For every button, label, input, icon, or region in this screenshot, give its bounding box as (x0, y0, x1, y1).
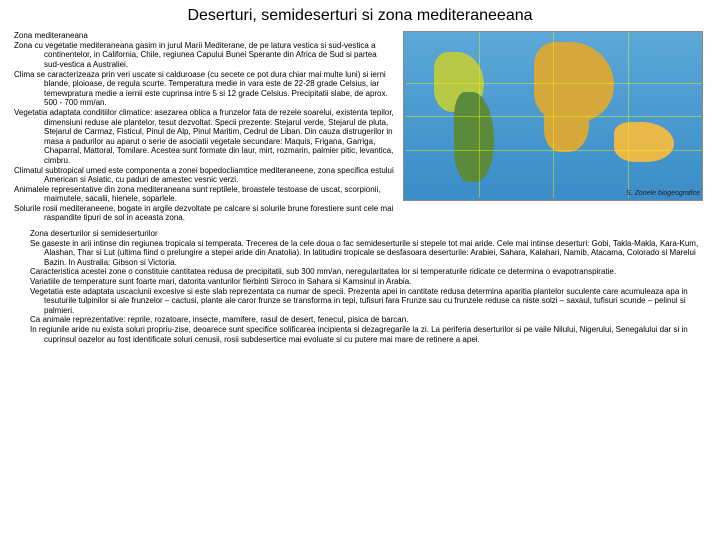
map-continent-aus (614, 122, 674, 162)
para-6: Solurile rosii mediteraneene, bogate in … (14, 204, 394, 223)
para-2: Clima se caracterizeaza prin veri uscate… (14, 70, 394, 108)
para-1: Zona cu vegetatie mediteraneana gasim in… (14, 41, 394, 70)
bpara-5: In regiunile aride nu exista soluri prop… (14, 325, 706, 344)
para-4: Climatul subtropical umed este component… (14, 166, 394, 185)
map-continent-sa (454, 92, 494, 182)
bpara-4: Ca animale reprezentative: reprile, roza… (14, 315, 706, 325)
bpara-2: Variatiile de temperature sunt foarte ma… (14, 277, 706, 287)
map-caption: S. Zonele biogeografice (406, 190, 700, 198)
bottom-text-section: Zona deserturilor si semideserturilor Se… (14, 229, 706, 344)
world-map-image: S. Zonele biogeografice (403, 31, 703, 201)
left-text-column: Zona mediteraneana Zona cu vegetatie med… (14, 31, 394, 223)
bpara-1: Caracteristica acestei zone o constituie… (14, 267, 706, 277)
bpara-3: Vegetatia este adaptata uscaciunii exces… (14, 287, 706, 316)
para-3: Vegetatia adaptata conditiilor climatice… (14, 108, 394, 166)
page-title: Deserturi, semideserturi si zona mediter… (14, 6, 706, 25)
section2-title: Zona deserturilor si semideserturilor (14, 229, 706, 239)
map-container: S. Zonele biogeografice (400, 31, 706, 223)
map-continent-africa (544, 92, 589, 152)
bpara-0: Se gaseste in arii intinse din regiunea … (14, 239, 706, 268)
para-0: Zona mediteraneana (14, 31, 394, 41)
para-5: Animalele representative din zona medite… (14, 185, 394, 204)
top-content-row: Zona mediteraneana Zona cu vegetatie med… (14, 31, 706, 223)
